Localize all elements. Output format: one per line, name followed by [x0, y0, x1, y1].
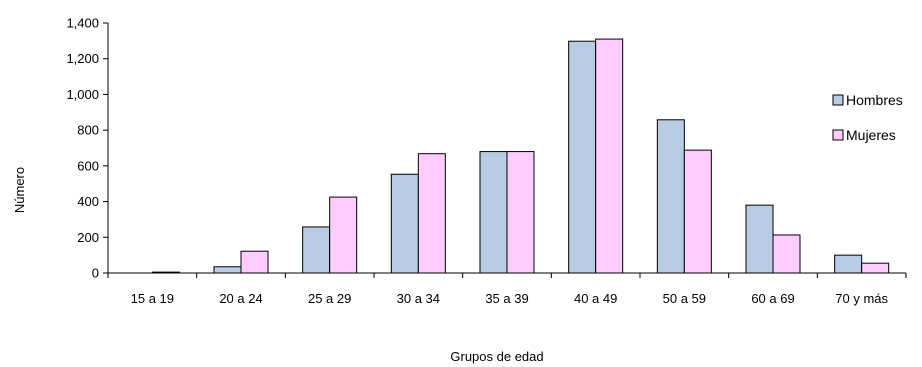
x-tick-label: 70 y más — [835, 291, 888, 306]
bar-mujeres-0 — [151, 271, 180, 274]
y-tick-label: 1,200 — [66, 51, 99, 66]
x-tick-label: 25 a 29 — [308, 291, 351, 306]
x-tick-label: 20 a 24 — [219, 291, 262, 306]
y-axis: 0 200 400 600 800 1,000 1,200 1,400 — [66, 16, 109, 281]
y-tick-label: 400 — [77, 194, 99, 209]
legend: Hombres Mujeres — [832, 92, 903, 143]
y-tick-label: 0 — [92, 266, 99, 281]
legend-swatch-hombres — [832, 94, 844, 106]
y-tick-label: 1,000 — [66, 87, 99, 102]
bar-mujeres-5 — [595, 38, 624, 274]
y-tick-label: 1,400 — [66, 16, 99, 31]
bars — [151, 38, 890, 274]
legend-label-hombres: Hombres — [846, 92, 903, 108]
bar-mujeres-1 — [240, 250, 269, 274]
y-tick-label: 600 — [77, 158, 99, 173]
y-tick-label: 800 — [77, 123, 99, 138]
bar-mujeres-3 — [417, 153, 446, 274]
bar-hombres-5 — [568, 40, 597, 274]
legend-swatch-mujeres — [832, 129, 844, 141]
y-axis-title: Número — [12, 167, 27, 213]
bar-hombres-7 — [745, 204, 774, 274]
y-tick-label: 200 — [77, 230, 99, 245]
x-tick-label: 15 a 19 — [131, 291, 174, 306]
legend-label-mujeres: Mujeres — [846, 127, 896, 143]
bar-hombres-3 — [390, 173, 419, 274]
bar-hombres-8 — [834, 254, 863, 274]
bar-mujeres-2 — [329, 196, 358, 274]
x-tick-label: 50 a 59 — [663, 291, 706, 306]
bar-mujeres-7 — [772, 234, 801, 274]
x-axis-title: Grupos de edad — [450, 349, 543, 364]
bar-mujeres-8 — [861, 262, 890, 274]
bar-mujeres-6 — [683, 149, 712, 274]
x-axis: 15 a 19 20 a 24 25 a 29 30 a 34 35 a 39 40 a … — [107, 272, 907, 306]
bar-hombres-4 — [479, 151, 508, 274]
x-tick-label: 30 a 34 — [397, 291, 440, 306]
bar-hombres-6 — [656, 119, 685, 274]
x-tick-label: 35 a 39 — [485, 291, 528, 306]
bar-mujeres-4 — [506, 151, 535, 274]
x-tick-label: 60 a 69 — [751, 291, 794, 306]
x-tick-label: 40 a 49 — [574, 291, 617, 306]
bar-hombres-2 — [302, 226, 331, 274]
bar-hombres-1 — [213, 266, 242, 274]
